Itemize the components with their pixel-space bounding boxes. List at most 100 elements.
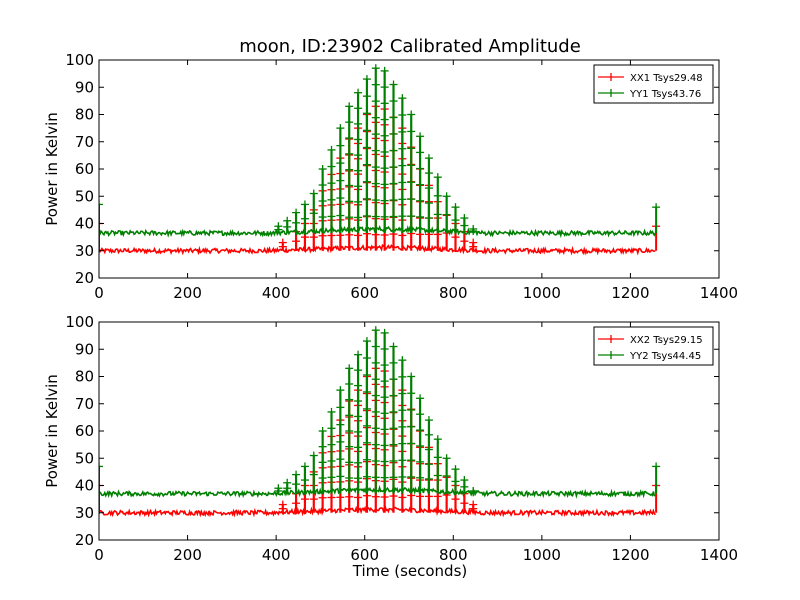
data-point: [362, 194, 371, 203]
data-point: [354, 350, 363, 359]
data-point: [460, 214, 469, 223]
data-point: [371, 146, 380, 155]
data-point: [345, 181, 354, 190]
data-point: [380, 425, 389, 434]
data-point: [371, 97, 380, 106]
data-point: [416, 132, 425, 141]
data-point: [336, 176, 345, 185]
data-point: [407, 195, 416, 204]
plot-data: [99, 64, 661, 256]
y-tick-label: 60: [75, 160, 94, 178]
data-point: [389, 196, 398, 205]
x-tick-label: 200: [173, 284, 202, 302]
data-point: [345, 165, 354, 174]
data-point: [389, 440, 398, 449]
legend: XX1 Tsys29.48 YY1 Tsys43.76: [593, 64, 714, 104]
data-point: [380, 377, 389, 386]
data-point: [398, 406, 407, 415]
data-point: [398, 356, 407, 365]
data-point: [345, 474, 354, 483]
data-point: [274, 222, 283, 231]
y-tick-label: 20: [75, 531, 94, 549]
data-point: [292, 208, 301, 217]
data-point: [416, 148, 425, 157]
y-tick-label: 80: [75, 368, 94, 386]
data-point: [362, 438, 371, 447]
data-point: [389, 212, 398, 221]
data-point: [398, 161, 407, 170]
y-tick-label: 70: [75, 133, 94, 151]
data-point: [345, 149, 354, 158]
data-point: [398, 212, 407, 221]
data-point: [389, 391, 398, 400]
figure-title: moon, ID:23902 Calibrated Amplitude: [239, 36, 581, 57]
data-point: [354, 182, 363, 191]
data-point: [354, 197, 363, 206]
data-point: [389, 179, 398, 188]
data-point: [345, 442, 354, 451]
legend-box: [593, 64, 714, 104]
data-point: [416, 441, 425, 450]
data-point: [354, 366, 363, 375]
legend-label: XX1 Tsys29.48: [630, 73, 703, 84]
data-point: [371, 407, 380, 416]
legend-entry: YY2 Tsys44.45: [598, 351, 701, 362]
data-point: [278, 500, 287, 509]
data-point: [424, 154, 433, 163]
data-point: [300, 214, 309, 223]
data-point: [371, 375, 380, 384]
data-point: [292, 470, 301, 479]
data-point: [371, 130, 380, 139]
x-tick-label: 1000: [523, 546, 561, 564]
data-point: [354, 458, 363, 467]
data-point: [371, 424, 380, 433]
data-point: [416, 164, 425, 173]
data-point: [327, 162, 336, 171]
data-point: [380, 99, 389, 108]
data-point: [362, 370, 371, 379]
data-point: [389, 113, 398, 122]
data-point: [345, 458, 354, 467]
data-point: [398, 94, 407, 103]
data-point: [398, 472, 407, 481]
data-point: [336, 194, 345, 203]
data-point: [407, 389, 416, 398]
data-point: [433, 471, 442, 480]
data-point: [354, 427, 363, 436]
data-point: [371, 113, 380, 122]
data-point: [433, 173, 442, 182]
data-point: [398, 389, 407, 398]
data-point: [336, 124, 345, 133]
data-point: [309, 470, 318, 479]
x-tick-label: 1000: [523, 284, 561, 302]
data-point: [318, 181, 327, 190]
data-point: [362, 211, 371, 220]
data-point: [309, 233, 318, 242]
data-point: [398, 111, 407, 120]
data-point: [354, 119, 363, 128]
data-point: [398, 493, 407, 502]
bottom-panel: Power in Kelvin 0 200 400 600 800 1000 1200 1400…: [43, 313, 738, 564]
y-tick-label: 90: [75, 78, 94, 96]
data-point: [380, 83, 389, 92]
data-point: [354, 135, 363, 144]
y-tick-label: 20: [75, 269, 94, 287]
data-point: [407, 372, 416, 381]
series-line-2: [99, 484, 656, 499]
data-point: [354, 474, 363, 483]
y-tick-label: 40: [75, 215, 94, 233]
data-point: [407, 178, 416, 187]
data-point: [389, 375, 398, 384]
data-point: [336, 159, 345, 168]
legend-label: YY2 Tsys44.45: [629, 351, 701, 362]
data-point: [371, 440, 380, 449]
data-point: [442, 210, 451, 219]
data-point: [407, 212, 416, 221]
y-tick-label: 100: [65, 313, 94, 331]
data-point: [327, 145, 336, 154]
data-point: [652, 203, 661, 212]
data-point: [442, 454, 451, 463]
data-point: [354, 213, 363, 222]
x-tick-label: 800: [439, 284, 468, 302]
y-tick-label: 30: [75, 504, 94, 522]
